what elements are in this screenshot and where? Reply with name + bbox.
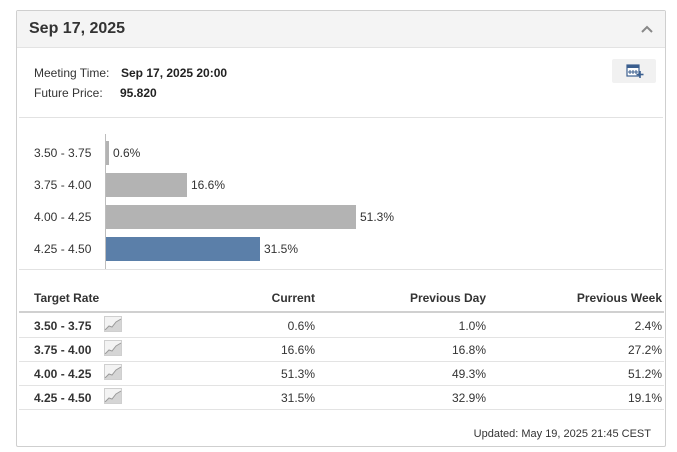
chart-bar-row: 3.75 - 4.00 16.6% bbox=[17, 173, 665, 197]
row-previous-week: 2.4% bbox=[634, 319, 662, 333]
table-row: 3.50 - 3.75 0.6% 1.0% 2.4% bbox=[19, 313, 664, 338]
trend-chart-icon[interactable] bbox=[104, 388, 122, 404]
row-current: 0.6% bbox=[287, 319, 315, 333]
divider bbox=[19, 269, 663, 270]
row-previous-day: 32.9% bbox=[451, 391, 486, 405]
chart-axis-line bbox=[105, 134, 106, 269]
trend-chart-icon[interactable] bbox=[104, 364, 122, 380]
future-price-value: 95.820 bbox=[120, 86, 157, 100]
chart-category-label: 4.25 - 4.50 bbox=[34, 242, 92, 256]
row-previous-day: 49.3% bbox=[451, 367, 486, 381]
row-current: 31.5% bbox=[280, 391, 315, 405]
future-price-label: Future Price: bbox=[34, 86, 103, 100]
row-previous-week: 19.1% bbox=[627, 391, 662, 405]
probability-chart: 3.50 - 3.75 0.6% 3.75 - 4.00 16.6% 4.00 - 4.… bbox=[17, 119, 665, 269]
chart-data-label: 31.5% bbox=[264, 242, 299, 256]
divider bbox=[19, 117, 663, 118]
chart-bar bbox=[106, 173, 187, 197]
row-target-rate: 3.75 - 4.00 bbox=[34, 343, 92, 357]
meeting-time-label: Meeting Time: bbox=[34, 66, 110, 80]
chart-data-label: 51.3% bbox=[360, 210, 395, 224]
chart-bar bbox=[106, 205, 356, 229]
header-current: Current bbox=[271, 291, 315, 305]
trend-chart-icon[interactable] bbox=[104, 316, 122, 332]
add-to-calendar-icon bbox=[612, 64, 656, 87]
chart-category-label: 3.75 - 4.00 bbox=[34, 178, 92, 192]
table-header-row: Target Rate Current Previous Day Previou… bbox=[19, 283, 664, 313]
meeting-probability-card: Sep 17, 2025 Meeting Time: Sep 17, 2025 … bbox=[16, 10, 666, 447]
row-previous-day: 1.0% bbox=[458, 319, 486, 333]
table-row: 4.00 - 4.25 51.3% 49.3% 51.2% bbox=[19, 361, 664, 386]
meeting-time-value: Sep 17, 2025 20:00 bbox=[121, 66, 228, 80]
updated-timestamp: Updated: May 19, 2025 21:45 CEST bbox=[473, 428, 651, 440]
table-row: 3.75 - 4.00 16.6% 16.8% 27.2% bbox=[19, 337, 664, 362]
trend-chart-icon[interactable] bbox=[104, 340, 122, 356]
chart-bar bbox=[106, 237, 260, 261]
row-current: 16.6% bbox=[280, 343, 315, 357]
row-target-rate: 3.50 - 3.75 bbox=[34, 319, 92, 333]
chart-bar bbox=[106, 141, 109, 165]
chart-category-label: 4.00 - 4.25 bbox=[34, 210, 92, 224]
header-previous-day: Previous Day bbox=[409, 291, 486, 305]
table-row: 4.25 - 4.50 31.5% 32.9% 19.1% bbox=[19, 385, 664, 410]
card-title: Sep 17, 2025 bbox=[29, 20, 126, 37]
row-previous-week: 27.2% bbox=[627, 343, 662, 357]
chart-bar-row: 4.00 - 4.25 51.3% bbox=[17, 205, 665, 229]
row-previous-week: 51.2% bbox=[627, 367, 662, 381]
chart-category-label: 3.50 - 3.75 bbox=[34, 146, 92, 160]
chevron-up-icon[interactable] bbox=[639, 21, 655, 37]
future-price-row: Future Price: 95.820 bbox=[34, 86, 157, 100]
header-previous-week: Previous Week bbox=[576, 291, 662, 305]
chart-bar-row: 4.25 - 4.50 31.5% bbox=[17, 237, 665, 261]
row-current: 51.3% bbox=[280, 367, 315, 381]
row-previous-day: 16.8% bbox=[451, 343, 486, 357]
card-header[interactable]: Sep 17, 2025 bbox=[17, 11, 665, 48]
header-target-rate: Target Rate bbox=[34, 291, 100, 305]
row-target-rate: 4.00 - 4.25 bbox=[34, 367, 92, 381]
chart-data-label: 0.6% bbox=[113, 146, 141, 160]
meeting-time-row: Meeting Time: Sep 17, 2025 20:00 bbox=[34, 66, 227, 80]
add-to-calendar-button[interactable] bbox=[612, 59, 656, 83]
chart-bar-row: 3.50 - 3.75 0.6% bbox=[17, 141, 665, 165]
row-target-rate: 4.25 - 4.50 bbox=[34, 391, 92, 405]
chart-data-label: 16.6% bbox=[191, 178, 226, 192]
